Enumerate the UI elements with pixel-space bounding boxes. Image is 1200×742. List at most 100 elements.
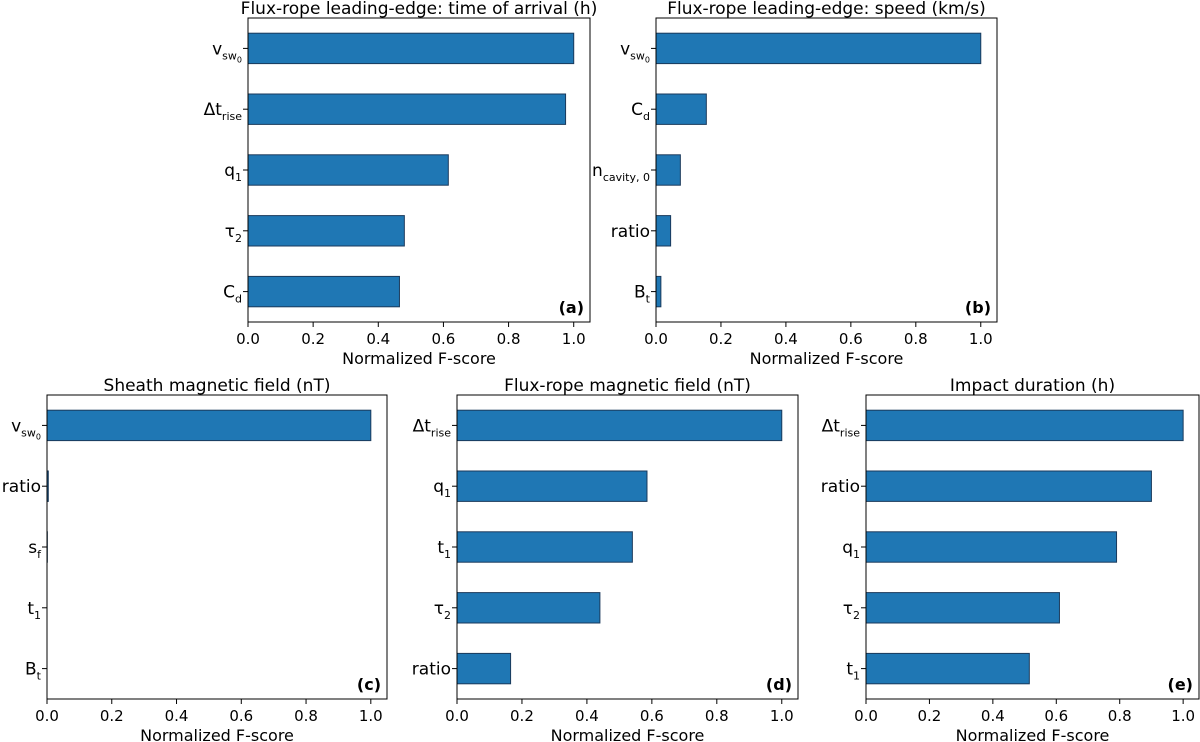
bar bbox=[865, 592, 1060, 624]
y-tick-label: Bt bbox=[25, 660, 42, 683]
y-label-subsubscript: 0 bbox=[645, 55, 650, 64]
bar bbox=[456, 652, 512, 685]
y-label-subscript: 2 bbox=[444, 609, 451, 622]
y-label-base: ratio bbox=[412, 660, 451, 680]
panel-d: 0.0 0.2 0.4 0.6 0.8 1.0Δtriseq1t1τ2ratioFlux-… bbox=[412, 376, 799, 742]
y-label-base: Δt bbox=[413, 416, 432, 436]
y-label-subscript: d bbox=[235, 293, 242, 306]
y-label-base: ratio bbox=[2, 477, 41, 497]
y-label-subscript: rise bbox=[431, 426, 451, 439]
bar bbox=[655, 32, 982, 65]
chart-title: Flux-rope leading-edge: speed (km/s) bbox=[667, 0, 986, 19]
panel-label: (b) bbox=[965, 298, 991, 317]
y-tick-label: τ2 bbox=[843, 599, 860, 622]
y-tick-label: ncavity, 0 bbox=[592, 161, 650, 184]
y-label-subscript: 2 bbox=[853, 609, 860, 622]
y-tick-label: ratio bbox=[821, 477, 860, 497]
y-label-base: t bbox=[437, 538, 444, 558]
x-tick-label: 0.4 bbox=[575, 707, 599, 725]
y-label-base: B bbox=[634, 283, 646, 303]
y-label-subsubscript: 0 bbox=[36, 432, 41, 441]
x-tick-label: 0.0 bbox=[445, 707, 469, 725]
x-tick-label: 1.0 bbox=[770, 707, 794, 725]
y-label-base: Δt bbox=[822, 416, 841, 436]
y-label-subscript: 1 bbox=[853, 670, 860, 683]
x-tick-label: 0.6 bbox=[229, 707, 253, 725]
chart-title: Flux-rope leading-edge: time of arrival … bbox=[241, 0, 598, 19]
bar bbox=[247, 32, 575, 65]
x-tick-label: 0.8 bbox=[705, 707, 729, 725]
y-tick-label: τ2 bbox=[434, 599, 451, 622]
bar bbox=[655, 215, 672, 247]
y-label-base: τ bbox=[843, 599, 853, 619]
y-label-base: v bbox=[212, 39, 222, 59]
y-tick-label: ratio bbox=[2, 477, 41, 497]
y-label-subscript: f bbox=[37, 548, 42, 561]
y-label-subscript: t bbox=[37, 670, 42, 683]
x-tick-label: 0.4 bbox=[165, 707, 189, 725]
x-tick-label: 1.0 bbox=[359, 707, 383, 725]
x-tick-label: 0.0 bbox=[35, 707, 59, 725]
x-tick-label: 1.0 bbox=[562, 330, 586, 348]
y-label-base: τ bbox=[225, 222, 235, 242]
x-tick-label: 0.6 bbox=[640, 707, 664, 725]
y-label-base: q bbox=[433, 477, 444, 497]
y-tick-label: Cd bbox=[223, 283, 242, 306]
y-label-subscript: 2 bbox=[235, 232, 242, 245]
x-tick-label: 0.4 bbox=[774, 330, 798, 348]
x-tick-label: 0.0 bbox=[236, 330, 260, 348]
x-tick-label: 0.2 bbox=[709, 330, 733, 348]
bar bbox=[865, 531, 1118, 563]
x-tick-label: 0.2 bbox=[917, 707, 941, 725]
y-label-subscript: sw bbox=[21, 426, 36, 439]
panel-c: 0.0 0.2 0.4 0.6 0.8 1.0vsw0ratiosft1BtSheath … bbox=[2, 376, 388, 742]
y-tick-label: vsw0 bbox=[212, 39, 242, 64]
bar bbox=[655, 93, 707, 125]
y-label-base: s bbox=[28, 538, 37, 558]
chart-title: Flux-rope magnetic field (nT) bbox=[504, 376, 751, 396]
bar bbox=[865, 470, 1152, 502]
y-label-base: q bbox=[224, 161, 235, 181]
y-tick-label: Bt bbox=[634, 283, 651, 306]
x-axis-label: Normalized F-score bbox=[140, 726, 294, 742]
y-label-base: C bbox=[631, 100, 643, 120]
y-label-base: t bbox=[27, 599, 34, 619]
x-tick-label: 0.0 bbox=[854, 707, 878, 725]
bar bbox=[247, 275, 400, 308]
bar bbox=[865, 409, 1184, 442]
y-label-subsubscript: 0 bbox=[237, 55, 242, 64]
chart-title: Impact duration (h) bbox=[950, 376, 1115, 396]
bar bbox=[456, 409, 783, 442]
y-label-base: v bbox=[11, 416, 21, 436]
x-tick-label: 0.4 bbox=[366, 330, 390, 348]
x-tick-label: 0.6 bbox=[839, 330, 863, 348]
y-label-base: ratio bbox=[611, 222, 650, 242]
y-tick-label: ratio bbox=[412, 660, 451, 680]
y-tick-label: τ2 bbox=[225, 222, 242, 245]
y-tick-label: vsw0 bbox=[11, 416, 41, 441]
y-label-subscript: t bbox=[646, 293, 651, 306]
x-tick-label: 1.0 bbox=[1171, 707, 1195, 725]
y-label-subscript: 1 bbox=[34, 609, 41, 622]
y-label-base: q bbox=[842, 538, 853, 558]
bar bbox=[46, 409, 372, 442]
y-label-base: C bbox=[223, 283, 235, 303]
y-label-base: τ bbox=[434, 599, 444, 619]
bar bbox=[247, 154, 449, 186]
y-tick-label: ratio bbox=[611, 222, 650, 242]
panel-b: 0.0 0.2 0.4 0.6 0.8 1.0 vsw0 Cd ncavity, 0 ratio B… bbox=[592, 0, 998, 368]
x-tick-label: 0.2 bbox=[100, 707, 124, 725]
x-tick-label: 1.0 bbox=[969, 330, 993, 348]
y-tick-label: t1 bbox=[437, 538, 451, 561]
y-label-subscript: cavity, 0 bbox=[603, 171, 650, 184]
y-tick-label: q1 bbox=[842, 538, 860, 561]
y-label-subscript: d bbox=[643, 110, 650, 123]
y-label-subscript: sw bbox=[630, 49, 645, 62]
bar bbox=[456, 592, 601, 624]
bar bbox=[655, 154, 681, 186]
x-tick-label: 0.6 bbox=[431, 330, 455, 348]
panel-label: (a) bbox=[559, 298, 584, 317]
bar bbox=[655, 275, 662, 308]
y-label-base: B bbox=[25, 660, 37, 680]
